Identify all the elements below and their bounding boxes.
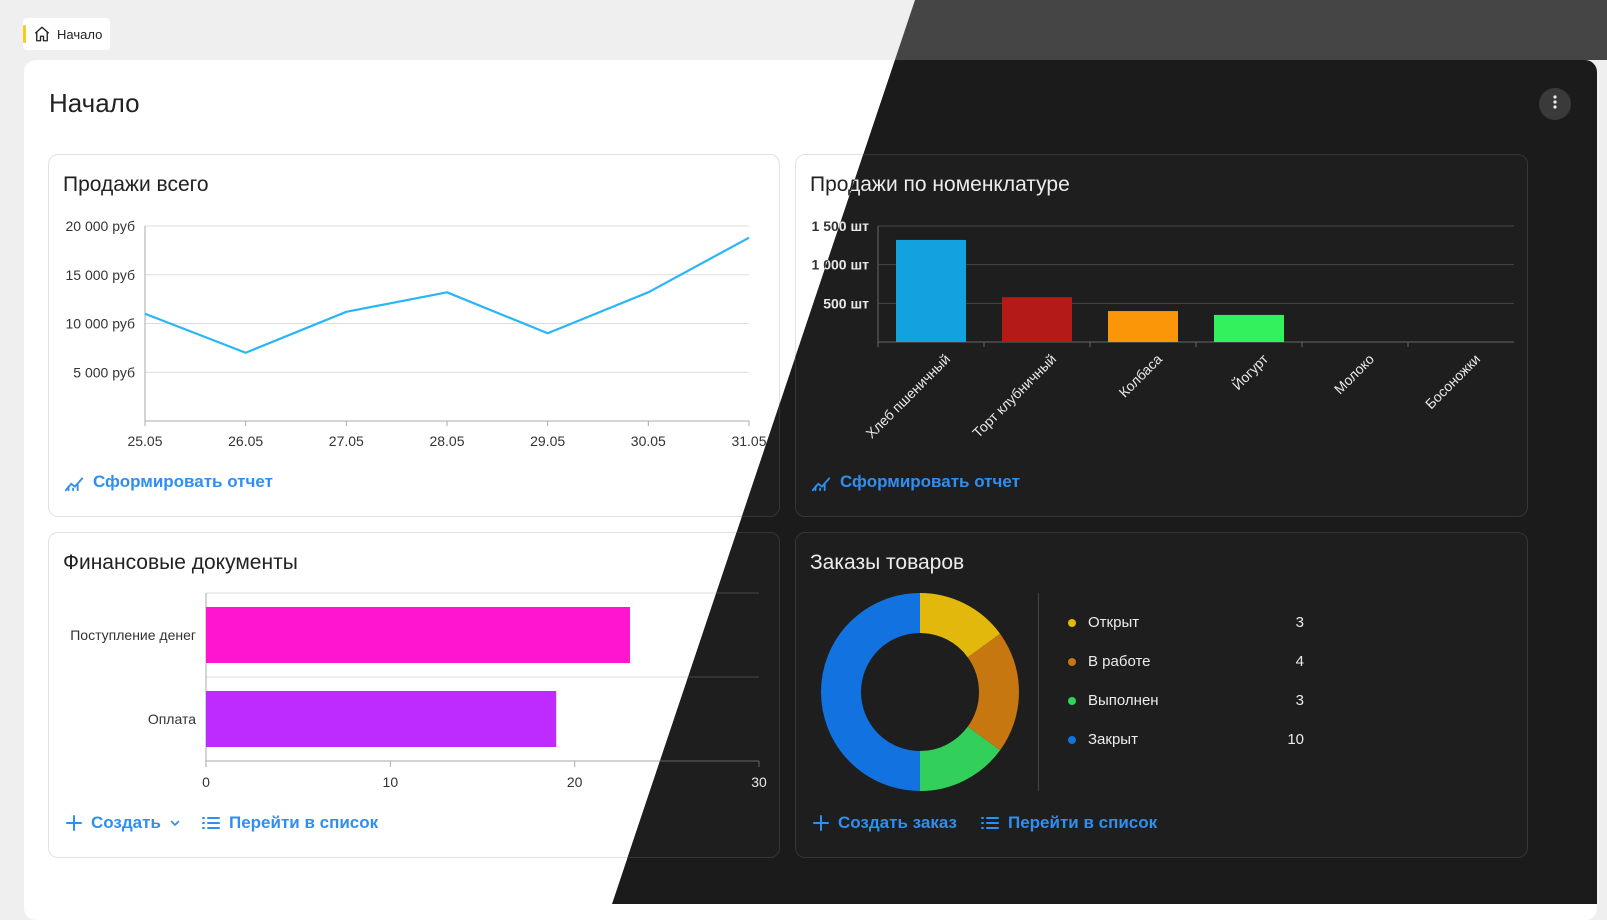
legend-dot bbox=[1068, 619, 1076, 627]
orders-create-button[interactable]: Создать заказ bbox=[812, 813, 957, 833]
x-tick-label: 10 bbox=[383, 774, 399, 790]
sales-total-report-label: Сформировать отчет bbox=[93, 472, 273, 492]
legend-dot bbox=[1068, 736, 1076, 744]
x-tick-label: 30 bbox=[751, 774, 767, 790]
list-icon bbox=[980, 814, 1000, 832]
chart-report-icon bbox=[63, 471, 85, 493]
y-tick-label: 5 000 руб bbox=[73, 364, 135, 380]
x-tick-label: 20 bbox=[567, 774, 583, 790]
pie-slice bbox=[984, 646, 999, 739]
x-tick-label: Торт клубничный bbox=[969, 351, 1059, 441]
x-tick-label: 28.05 bbox=[429, 433, 464, 449]
bar bbox=[1108, 311, 1178, 342]
chart-report-icon bbox=[810, 471, 832, 493]
orders-chart bbox=[796, 533, 1036, 813]
orders-create-label: Создать заказ bbox=[838, 813, 957, 833]
list-icon bbox=[201, 814, 221, 832]
legend-item-closed[interactable]: Закрыт 10 bbox=[1068, 720, 1304, 759]
legend-item-in-progress[interactable]: В работе 4 bbox=[1068, 642, 1304, 681]
x-tick-label: 25.05 bbox=[127, 433, 162, 449]
y-tick-label: Оплата bbox=[148, 711, 196, 727]
sales-items-report-button[interactable]: Сформировать отчет bbox=[810, 471, 1020, 493]
finance-list-button[interactable]: Перейти в список bbox=[201, 813, 378, 833]
x-tick-label: 31.05 bbox=[731, 433, 766, 449]
chevron-down-icon bbox=[169, 817, 181, 829]
page-title: Начало bbox=[49, 88, 140, 119]
x-tick-label: 29.05 bbox=[530, 433, 565, 449]
x-tick-label: Хлеб пшеничный bbox=[863, 351, 954, 442]
orders-card: Заказы товаров Открыт 3 В работе 4 Выпол… bbox=[795, 532, 1528, 858]
home-icon bbox=[33, 25, 51, 43]
legend-count: 3 bbox=[1296, 614, 1304, 631]
pie-slice bbox=[920, 613, 984, 646]
x-tick-label: Молоко bbox=[1331, 351, 1377, 397]
legend-item-open[interactable]: Открыт 3 bbox=[1068, 603, 1304, 642]
legend-count: 3 bbox=[1296, 692, 1304, 709]
more-menu-button[interactable] bbox=[1539, 88, 1571, 120]
bar bbox=[206, 691, 556, 747]
legend-dot bbox=[1068, 697, 1076, 705]
plus-icon bbox=[812, 814, 830, 832]
y-tick-label: 15 000 руб bbox=[65, 267, 135, 283]
legend-label: Открыт bbox=[1088, 614, 1139, 631]
y-tick-label: Поступление денег bbox=[70, 627, 196, 643]
legend-divider bbox=[1038, 593, 1039, 791]
finance-create-label: Создать bbox=[91, 813, 161, 833]
y-tick-label: 20 000 руб bbox=[65, 218, 135, 234]
legend-count: 10 bbox=[1287, 731, 1304, 748]
legend-item-done[interactable]: Выполнен 3 bbox=[1068, 681, 1304, 720]
finance-list-label: Перейти в список bbox=[229, 813, 378, 833]
x-tick-label: Колбаса bbox=[1116, 351, 1166, 401]
plus-icon bbox=[65, 814, 83, 832]
y-tick-label: 10 000 руб bbox=[65, 316, 135, 332]
x-tick-label: 30.05 bbox=[631, 433, 666, 449]
bar bbox=[1002, 297, 1072, 342]
x-tick-label: Босоножки bbox=[1422, 351, 1483, 412]
series-line bbox=[145, 238, 749, 353]
bar bbox=[1214, 315, 1284, 342]
sales-total-chart: 5 000 руб 10 000 руб 15 000 руб 20 000 руб 2… bbox=[49, 155, 781, 455]
legend-label: Закрыт bbox=[1088, 731, 1138, 748]
x-tick-label: 27.05 bbox=[329, 433, 364, 449]
orders-list-button[interactable]: Перейти в список bbox=[980, 813, 1157, 833]
sales-items-report-label: Сформировать отчет bbox=[840, 472, 1020, 492]
sales-total-report-button[interactable]: Сформировать отчет bbox=[63, 471, 273, 493]
pie-slice bbox=[841, 613, 920, 771]
more-vertical-icon bbox=[1553, 95, 1557, 114]
x-tick-label: 0 bbox=[202, 774, 210, 790]
breadcrumb-label: Начало bbox=[57, 27, 102, 42]
bar bbox=[206, 607, 630, 663]
legend-label: В работе bbox=[1088, 653, 1151, 670]
finance-create-button[interactable]: Создать bbox=[65, 813, 181, 833]
breadcrumb[interactable]: Начало bbox=[23, 18, 110, 50]
orders-legend: Открыт 3 В работе 4 Выполнен 3 Закрыт 10 bbox=[1068, 603, 1304, 759]
x-tick-label: Йогурт bbox=[1228, 350, 1271, 393]
legend-count: 4 bbox=[1296, 653, 1304, 670]
orders-list-label: Перейти в список bbox=[1008, 813, 1157, 833]
x-tick-label: 26.05 bbox=[228, 433, 263, 449]
pie-slice bbox=[920, 738, 984, 771]
legend-label: Выполнен bbox=[1088, 692, 1159, 709]
bar bbox=[896, 240, 966, 342]
y-tick-label: 500 шт bbox=[823, 295, 869, 311]
legend-dot bbox=[1068, 658, 1076, 666]
